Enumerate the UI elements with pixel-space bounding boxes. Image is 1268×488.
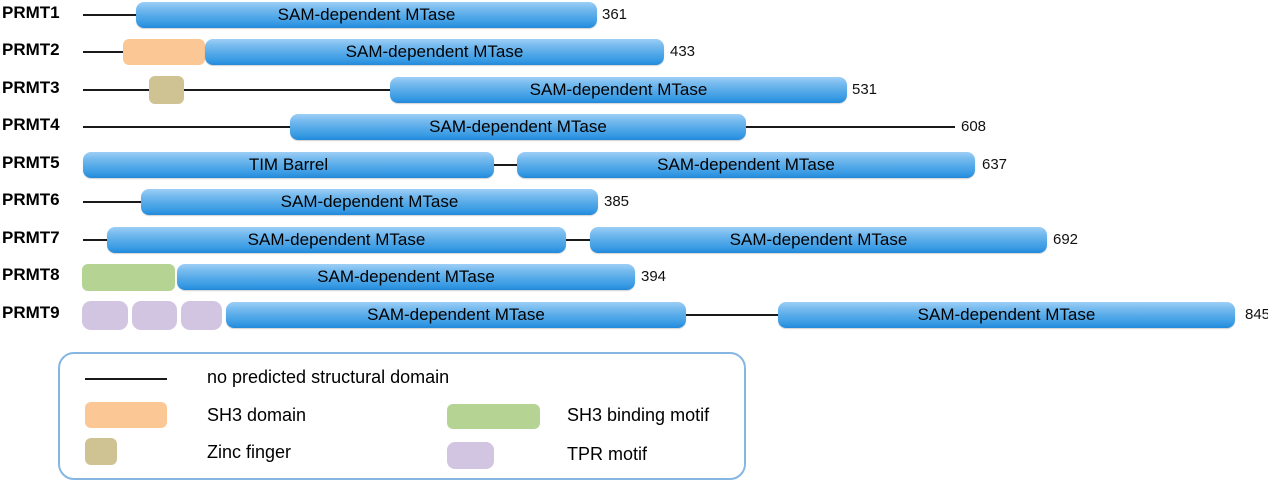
zinc-finger-swatch (85, 438, 117, 465)
backbone-linker (83, 14, 136, 16)
domain-label: SAM-dependent MTase (317, 267, 495, 286)
backbone-line-swatch (85, 378, 167, 380)
backbone-linker (494, 164, 517, 166)
protein-length: 433 (670, 43, 696, 60)
protein-label-prmt2: PRMT2 (2, 40, 60, 59)
domain-label: SAM-dependent MTase (367, 305, 545, 324)
zinc-finger-domain (149, 76, 184, 104)
protein-label-prmt6: PRMT6 (2, 190, 60, 209)
protein-length: 394 (641, 268, 667, 285)
protein-length: 531 (852, 81, 878, 98)
domain-label: SAM-dependent MTase (247, 230, 426, 249)
sam-mtase-domain: SAM-dependent MTase (290, 114, 746, 140)
tpr-motif-domain (132, 300, 177, 330)
backbone-linker (184, 89, 390, 91)
legend: no predicted structural domain SH3 domai… (58, 352, 746, 480)
sam-mtase-domain: SAM-dependent MTase (141, 189, 598, 215)
sh3-domain-swatch (85, 402, 167, 428)
tim-barrel-domain: TIM Barrel (83, 152, 494, 178)
sam-mtase-domain: SAM-dependent MTase (107, 227, 566, 253)
backbone-linker (566, 239, 590, 241)
sam-mtase-domain: SAM-dependent MTase (177, 264, 635, 290)
sam-mtase-domain: SAM-dependent MTase (590, 227, 1047, 253)
domain-label: SAM-dependent MTase (277, 5, 456, 24)
protein-label-prmt8: PRMT8 (2, 265, 60, 284)
backbone-linker (746, 126, 955, 128)
backbone-linker (83, 201, 141, 203)
domain-label: SAM-dependent MTase (657, 155, 835, 174)
domain-label: SAM-dependent MTase (280, 192, 459, 211)
domain-label: TIM Barrel (248, 155, 329, 174)
protein-length: 361 (602, 6, 628, 23)
tpr-motif-swatch (447, 442, 494, 469)
protein-length: 385 (604, 193, 630, 210)
legend-label-no-domain: no predicted structural domain (207, 367, 450, 387)
protein-length: 608 (961, 118, 987, 135)
sam-mtase-domain: SAM-dependent MTase (517, 152, 975, 178)
legend-label-sh3-binding-motif: SH3 binding motif (567, 405, 710, 425)
sam-mtase-domain: SAM-dependent MTase (778, 302, 1235, 328)
domain-label: SAM-dependent MTase (429, 117, 607, 136)
domain-label: SAM-dependent MTase (529, 80, 708, 99)
backbone-linker (83, 239, 107, 241)
backbone-linker (83, 126, 290, 128)
backbone-linker (686, 314, 778, 316)
sh3-binding-motif-domain (82, 263, 175, 291)
legend-label-sh3-domain: SH3 domain (207, 405, 307, 425)
backbone-linker (83, 51, 123, 53)
legend-label-tpr-motif: TPR motif (567, 444, 648, 464)
protein-length: 845 (1245, 306, 1268, 323)
protein-label-prmt9: PRMT9 (2, 303, 60, 322)
domain-label: SAM-dependent MTase (917, 305, 1096, 324)
sh3-domain (123, 39, 205, 65)
protein-label-prmt4: PRMT4 (2, 115, 60, 134)
domain-label: SAM-dependent MTase (729, 230, 908, 249)
protein-label-prmt1: PRMT1 (2, 3, 60, 22)
sam-mtase-domain: SAM-dependent MTase (205, 39, 664, 65)
tpr-motif-domain (181, 300, 222, 330)
sam-mtase-domain: SAM-dependent MTase (390, 77, 847, 103)
domain-label: SAM-dependent MTase (345, 42, 524, 61)
tpr-motif-domain (82, 300, 128, 330)
backbone-linker (83, 89, 149, 91)
legend-label-zinc-finger: Zinc finger (207, 442, 292, 462)
protein-label-prmt3: PRMT3 (2, 78, 60, 97)
protein-length: 692 (1053, 231, 1079, 248)
sh3-binding-motif-swatch (447, 404, 540, 429)
protein-label-prmt5: PRMT5 (2, 153, 60, 172)
sam-mtase-domain: SAM-dependent MTase (136, 2, 597, 28)
sam-mtase-domain: SAM-dependent MTase (226, 302, 686, 328)
protein-label-prmt7: PRMT7 (2, 228, 60, 247)
protein-length: 637 (982, 156, 1008, 173)
